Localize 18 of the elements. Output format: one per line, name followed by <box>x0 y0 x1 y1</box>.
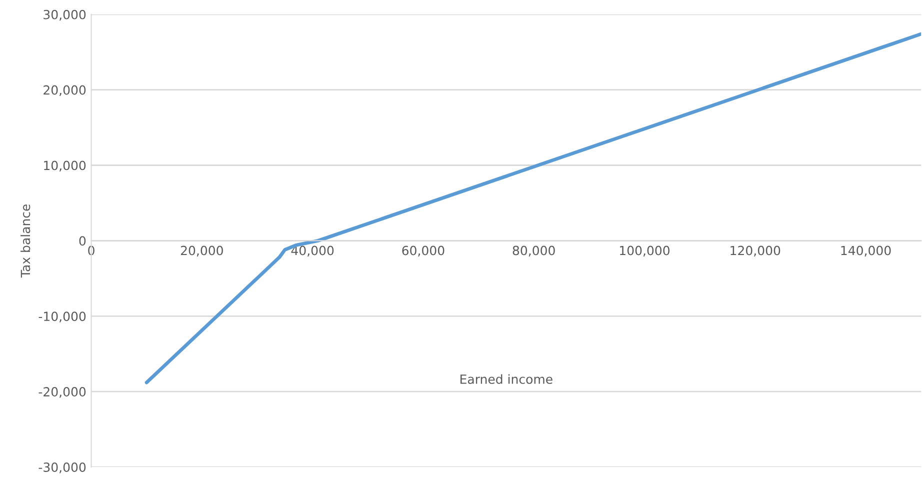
x-tick-label: 60,000 <box>402 246 444 257</box>
y-axis-title: Tax balance <box>20 204 30 278</box>
x-tick-label: 80,000 <box>512 246 555 257</box>
x-tick-label: 20,000 <box>180 246 223 257</box>
y-tick-label: -10,000 <box>38 312 86 322</box>
x-axis-title: Earned income <box>460 374 552 384</box>
x-tick-label: 140,000 <box>841 246 891 257</box>
y-tick-label: -30,000 <box>38 462 86 474</box>
y-tick-label: 30,000 <box>44 10 86 21</box>
x-tick-label: 0 <box>88 246 94 256</box>
y-tick-label: 20,000 <box>44 85 86 96</box>
y-tick-label: -20,000 <box>38 387 86 398</box>
x-tick-label: 40,000 <box>291 246 334 257</box>
y-tick-label: 10,000 <box>44 160 86 172</box>
y-tick-label: 0 <box>79 236 86 246</box>
x-tick-label: 120,000 <box>730 246 780 257</box>
line-series <box>144 32 922 384</box>
x-tick-label: 100,000 <box>620 246 670 257</box>
